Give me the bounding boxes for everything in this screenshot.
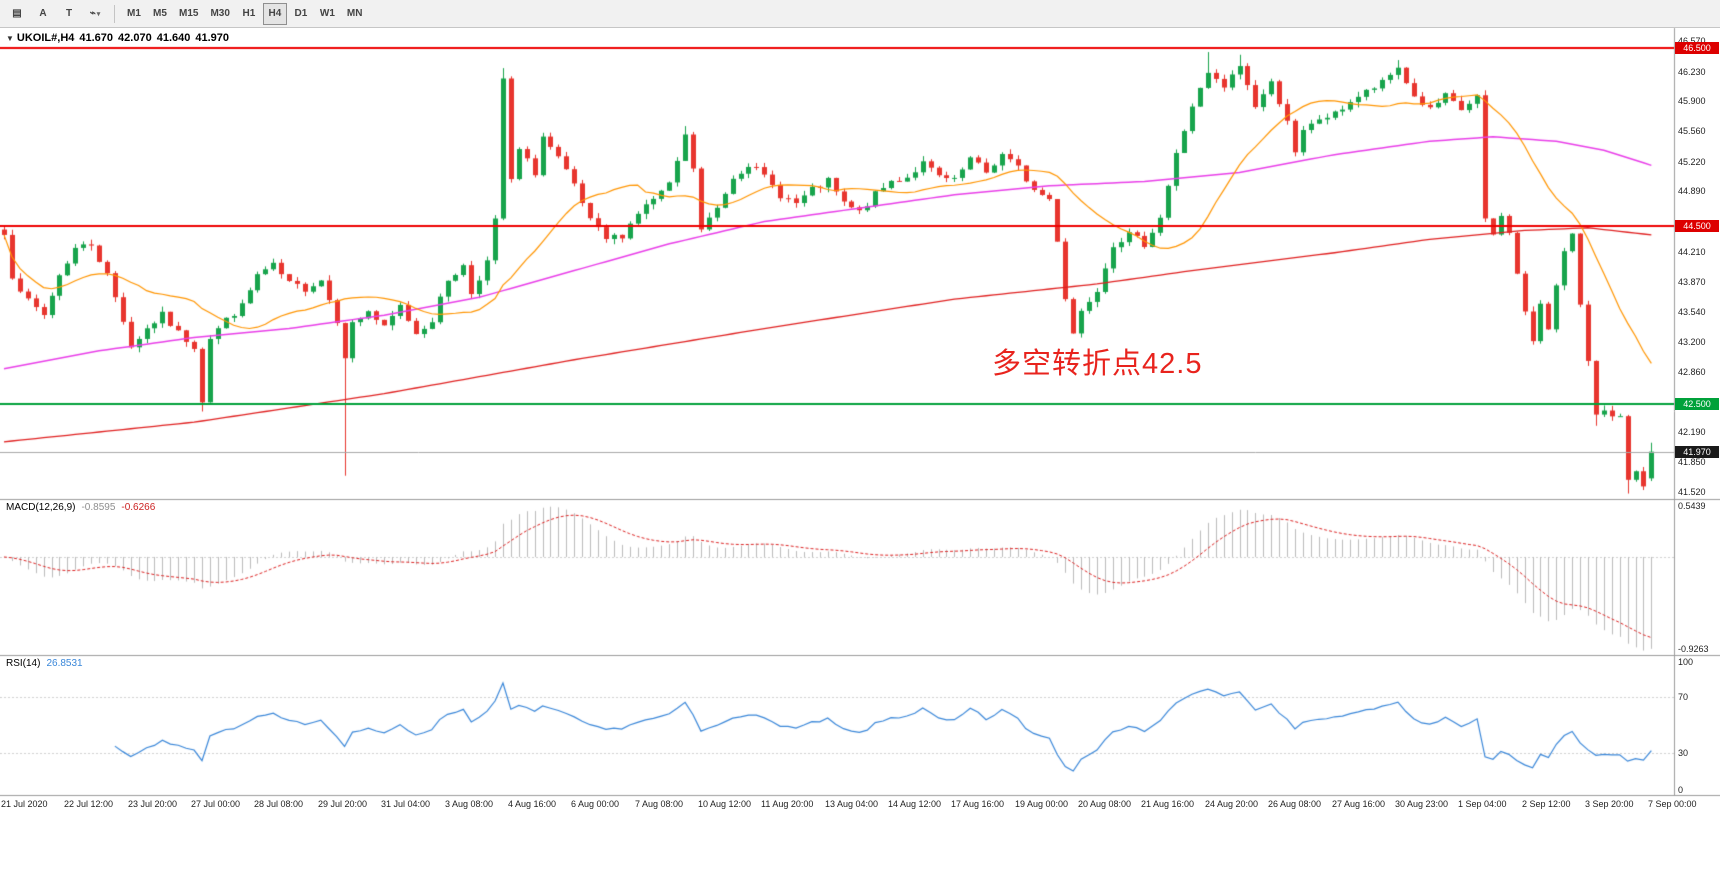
indicator-zigzag-icon: ⌁ [89,8,96,19]
text-t-icon: T [65,8,73,19]
timeframe-button-h4[interactable]: H4 [262,2,287,25]
timeframe-button-mn[interactable]: MN [342,3,368,25]
text-t-button[interactable]: T [57,3,81,25]
timeframe-button-d1[interactable]: D1 [289,3,313,25]
timeframe-button-w1[interactable]: W1 [315,3,340,25]
toolbar-separator [114,4,115,23]
timeframe-button-m1[interactable]: M1 [122,3,146,25]
timeframe-button-m30[interactable]: M30 [205,3,234,25]
chart-list-button[interactable]: ▤ [5,3,29,25]
chart-list-icon: ▤ [12,8,22,19]
toolbar: ▤ A T ⌁▾ M1 M5 M15 M30 H1 H4 D1 W1 MN [0,0,1720,28]
timeframe-button-h1[interactable]: H1 [237,3,261,25]
timeframe-button-m15[interactable]: M15 [174,3,203,25]
timeframe-button-m5[interactable]: M5 [148,3,172,25]
chevron-down-icon: ▾ [96,11,101,18]
text-a-icon: A [39,8,47,19]
timeframe-group: M1 M5 M15 M30 H1 H4 D1 W1 MN [121,2,368,25]
indicators-button[interactable]: ⌁▾ [83,3,107,25]
text-a-button[interactable]: A [31,3,55,25]
